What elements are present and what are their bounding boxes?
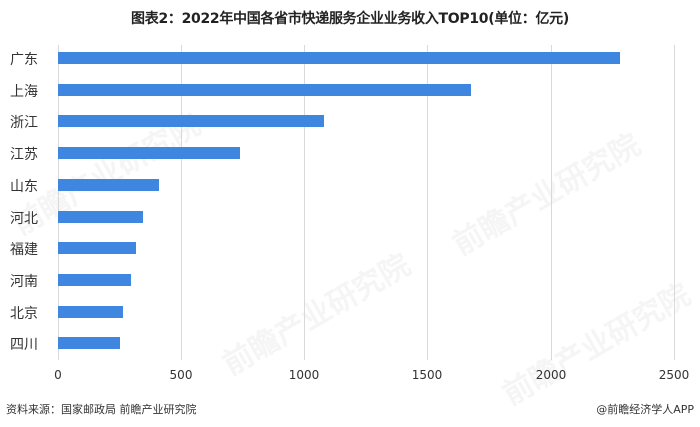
bar [58, 178, 160, 191]
bar [58, 273, 131, 286]
bar [58, 83, 471, 96]
x-tick-label: 2500 [658, 368, 690, 382]
x-tick-label: 500 [169, 368, 193, 382]
x-tick-label: 2000 [535, 368, 567, 382]
gridline [58, 45, 59, 360]
category-label: 河南 [10, 273, 38, 290]
category-label: 广东 [10, 52, 38, 68]
category-label: 河北 [10, 210, 38, 227]
category-label: 四川 [10, 337, 38, 354]
x-tick-label: 1000 [288, 368, 320, 382]
bar [58, 210, 143, 223]
bar [58, 242, 136, 255]
category-label: 上海 [10, 83, 38, 100]
bar [58, 52, 620, 64]
x-tick-label: 1500 [411, 368, 443, 382]
bar [58, 337, 120, 350]
category-label: 山东 [10, 178, 38, 195]
gridline [304, 45, 305, 360]
gridline [674, 45, 675, 360]
chart-title: 图表2：2022年中国各省市快递服务企业业务收入TOP10(单位：亿元) [131, 11, 569, 27]
bar [58, 147, 240, 160]
source-note: 资料来源：国家邮政局 前瞻产业研究院 [6, 403, 197, 416]
credit-note: @前瞻经济学人APP [596, 403, 694, 416]
x-tick-label: 0 [54, 368, 62, 382]
gridline [427, 45, 428, 360]
bar [58, 115, 324, 128]
plot-area [58, 45, 675, 360]
category-label: 江苏 [10, 147, 38, 164]
category-label: 浙江 [10, 115, 38, 132]
category-label: 福建 [10, 242, 38, 259]
gridline [181, 45, 182, 360]
bar [58, 305, 124, 318]
gridline [551, 45, 552, 360]
category-label: 北京 [10, 305, 38, 322]
